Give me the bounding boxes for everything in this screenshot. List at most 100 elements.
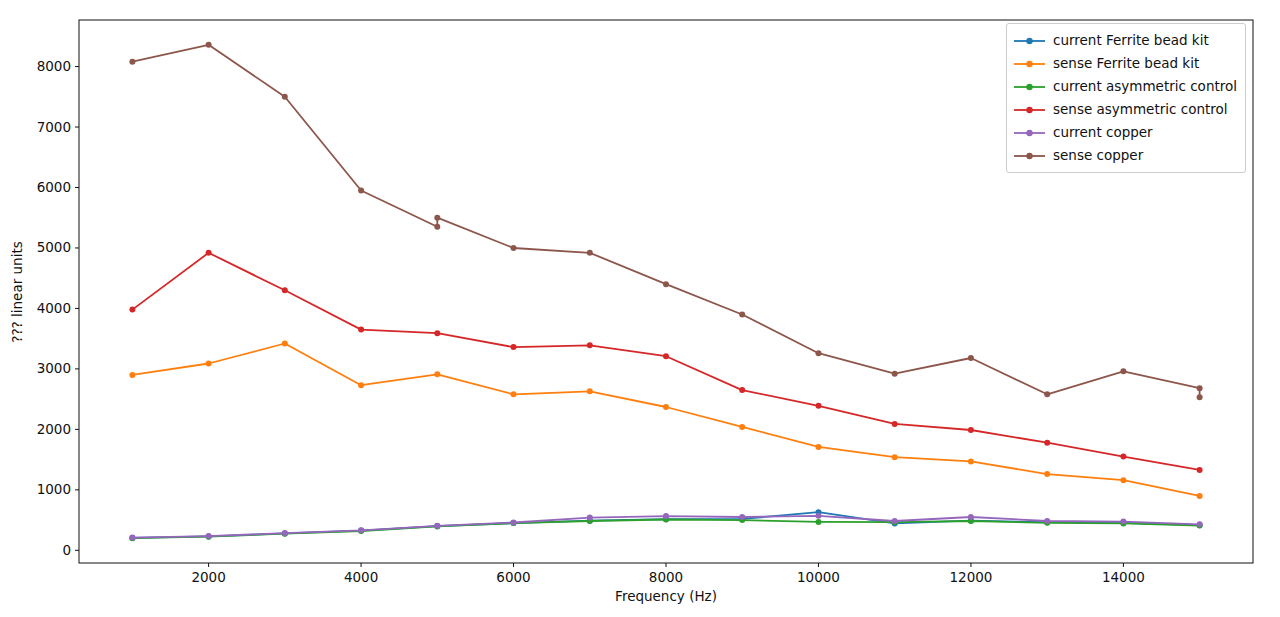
data-point	[1044, 471, 1050, 477]
data-point	[1197, 521, 1203, 527]
data-point	[1120, 519, 1126, 525]
legend-line-sample	[1013, 80, 1046, 94]
data-point	[434, 371, 440, 377]
data-point	[587, 342, 593, 348]
legend-item: current copper	[1013, 121, 1237, 144]
legend-label: current Ferrite bead kit	[1053, 29, 1209, 52]
data-point	[587, 515, 593, 521]
legend-label: sense copper	[1053, 144, 1143, 167]
y-tick-label: 8000	[37, 58, 71, 74]
y-tick-label: 1000	[37, 481, 71, 497]
data-point	[1197, 493, 1203, 499]
data-point	[511, 520, 517, 526]
data-point	[434, 215, 440, 221]
data-point	[511, 344, 517, 350]
legend-item: sense Ferrite bead kit	[1013, 52, 1237, 75]
data-point	[892, 518, 898, 524]
data-point	[282, 287, 288, 293]
data-point	[968, 458, 974, 464]
data-point	[892, 421, 898, 427]
legend-item: sense asymmetric control	[1013, 98, 1237, 121]
data-point	[663, 404, 669, 410]
series-line-sense-Ferrite-bead-kit	[132, 344, 1199, 496]
data-point	[434, 224, 440, 230]
data-point	[1120, 454, 1126, 460]
legend-line-sample	[1013, 103, 1046, 117]
legend-line-sample	[1013, 34, 1046, 48]
data-point	[1120, 477, 1126, 483]
x-tick-label: 14000	[1102, 569, 1145, 585]
y-tick-label: 5000	[37, 239, 71, 255]
data-point	[358, 327, 364, 333]
data-point	[663, 513, 669, 519]
data-point	[434, 523, 440, 529]
data-point	[1044, 518, 1050, 524]
data-point	[739, 387, 745, 393]
data-point	[206, 250, 212, 256]
data-point	[587, 388, 593, 394]
y-tick-label: 6000	[37, 179, 71, 195]
data-point	[968, 427, 974, 433]
data-point	[1197, 394, 1203, 400]
data-point	[1197, 385, 1203, 391]
data-point	[511, 245, 517, 251]
data-point	[1044, 391, 1050, 397]
data-point	[206, 533, 212, 539]
legend: current Ferrite bead kitsense Ferrite be…	[1006, 23, 1246, 173]
y-axis-label: ??? linear units	[9, 241, 25, 342]
data-point	[739, 424, 745, 430]
data-point	[587, 250, 593, 256]
y-tick-label: 7000	[37, 119, 71, 135]
data-point	[816, 403, 822, 409]
legend-label: sense Ferrite bead kit	[1053, 52, 1199, 75]
data-point	[968, 355, 974, 361]
y-tick-label: 4000	[37, 300, 71, 316]
data-point	[968, 514, 974, 520]
x-tick-label: 10000	[797, 569, 840, 585]
data-point	[739, 514, 745, 520]
data-point	[1197, 467, 1203, 473]
data-point	[816, 513, 822, 519]
x-tick-label: 12000	[949, 569, 992, 585]
x-tick-label: 8000	[649, 569, 683, 585]
legend-line-sample	[1013, 126, 1046, 140]
data-point	[206, 42, 212, 48]
y-tick-label: 3000	[37, 360, 71, 376]
data-point	[892, 454, 898, 460]
x-tick-label: 6000	[496, 569, 530, 585]
data-point	[816, 519, 822, 525]
data-point	[129, 59, 135, 65]
data-point	[892, 371, 898, 377]
data-point	[663, 281, 669, 287]
legend-item: current Ferrite bead kit	[1013, 29, 1237, 52]
data-point	[511, 391, 517, 397]
y-tick-label: 2000	[37, 421, 71, 437]
data-point	[1044, 440, 1050, 446]
data-point	[816, 444, 822, 450]
data-point	[358, 382, 364, 388]
data-point	[282, 94, 288, 100]
legend-line-sample	[1013, 57, 1046, 71]
legend-item: sense copper	[1013, 144, 1237, 167]
legend-label: current copper	[1053, 121, 1153, 144]
legend-item: current asymmetric control	[1013, 75, 1237, 98]
legend-label: sense asymmetric control	[1053, 98, 1228, 121]
data-point	[358, 527, 364, 533]
legend-label: current asymmetric control	[1053, 75, 1237, 98]
y-tick-label: 0	[62, 542, 71, 558]
x-tick-label: 2000	[191, 569, 225, 585]
data-point	[358, 188, 364, 194]
data-point	[816, 350, 822, 356]
legend-line-sample	[1013, 149, 1046, 163]
data-point	[663, 353, 669, 359]
data-point	[434, 330, 440, 336]
data-point	[282, 530, 288, 536]
data-point	[1120, 368, 1126, 374]
x-tick-label: 4000	[344, 569, 378, 585]
chart-figure: 2000 4000 6000 8000 10000 12000 14000 0 1000 2000…	[0, 0, 1280, 617]
data-point	[282, 341, 288, 347]
data-point	[129, 372, 135, 378]
data-point	[206, 361, 212, 367]
data-point	[129, 535, 135, 541]
x-axis-label: Frequency (Hz)	[615, 588, 717, 604]
